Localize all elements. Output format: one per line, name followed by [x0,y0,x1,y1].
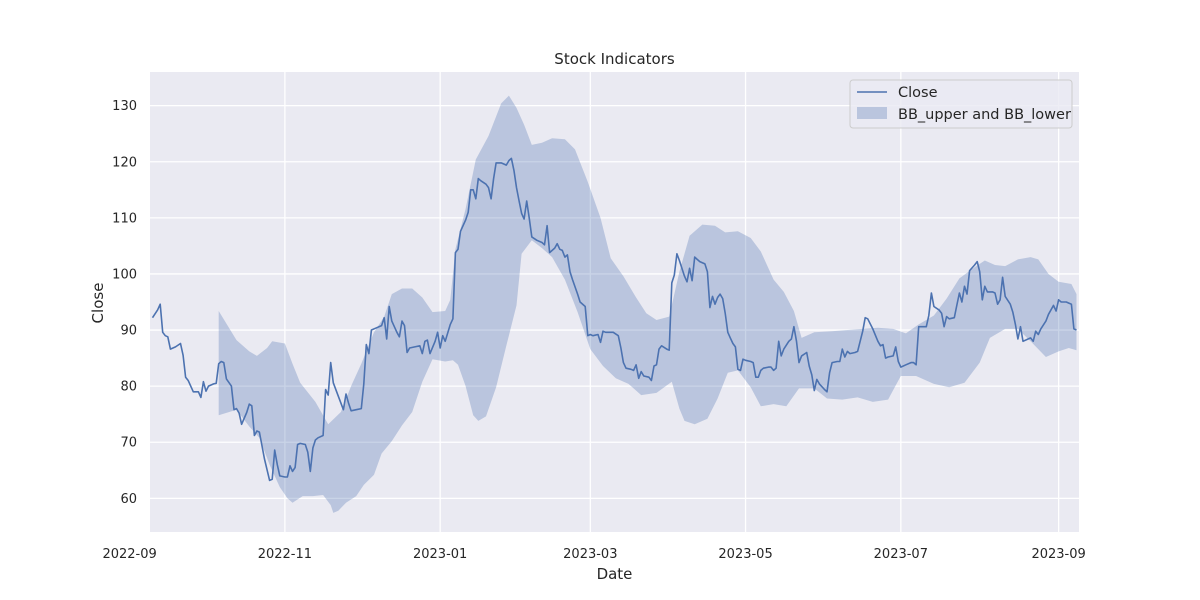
legend: Close BB_upper and BB_lower [849,79,1073,129]
y-tick-label: 130 [112,99,137,114]
legend-band-label: BB_upper and BB_lower [898,107,1071,123]
x-tick-label: 2023-05 [718,547,772,562]
y-tick-label: 120 [112,155,137,170]
legend-band-swatch [857,107,887,119]
y-axis-ticks: 60 70 80 90 100 110 120 130 [112,99,137,507]
x-tick-label: 2022-11 [258,547,312,562]
x-tick-label: 2022-09 [102,547,156,562]
y-tick-label: 70 [120,436,137,451]
bollinger-band-area [218,95,1077,513]
y-tick-label: 60 [120,492,137,507]
chart-title: Stock Indicators [554,50,675,68]
x-tick-label: 2023-03 [563,547,617,562]
y-tick-label: 100 [112,267,137,282]
plot-background [150,72,1079,532]
x-axis-ticks: 2022-09 2022-11 2023-01 2023-03 2023-05 2023-… [102,547,1085,562]
x-tick-label: 2023-07 [874,547,928,562]
legend-close-label: Close [898,85,938,101]
x-axis-label: Date [597,565,633,583]
y-tick-label: 90 [120,324,137,339]
close-series-line [151,157,1077,482]
x-tick-label: 2023-09 [1031,547,1085,562]
legend-box [849,79,1073,129]
y-axis-label: Close [89,283,107,324]
x-tick-label: 2023-01 [413,547,467,562]
y-tick-label: 80 [120,380,137,395]
grid-lines [128,72,1079,532]
y-tick-label: 110 [112,211,137,226]
